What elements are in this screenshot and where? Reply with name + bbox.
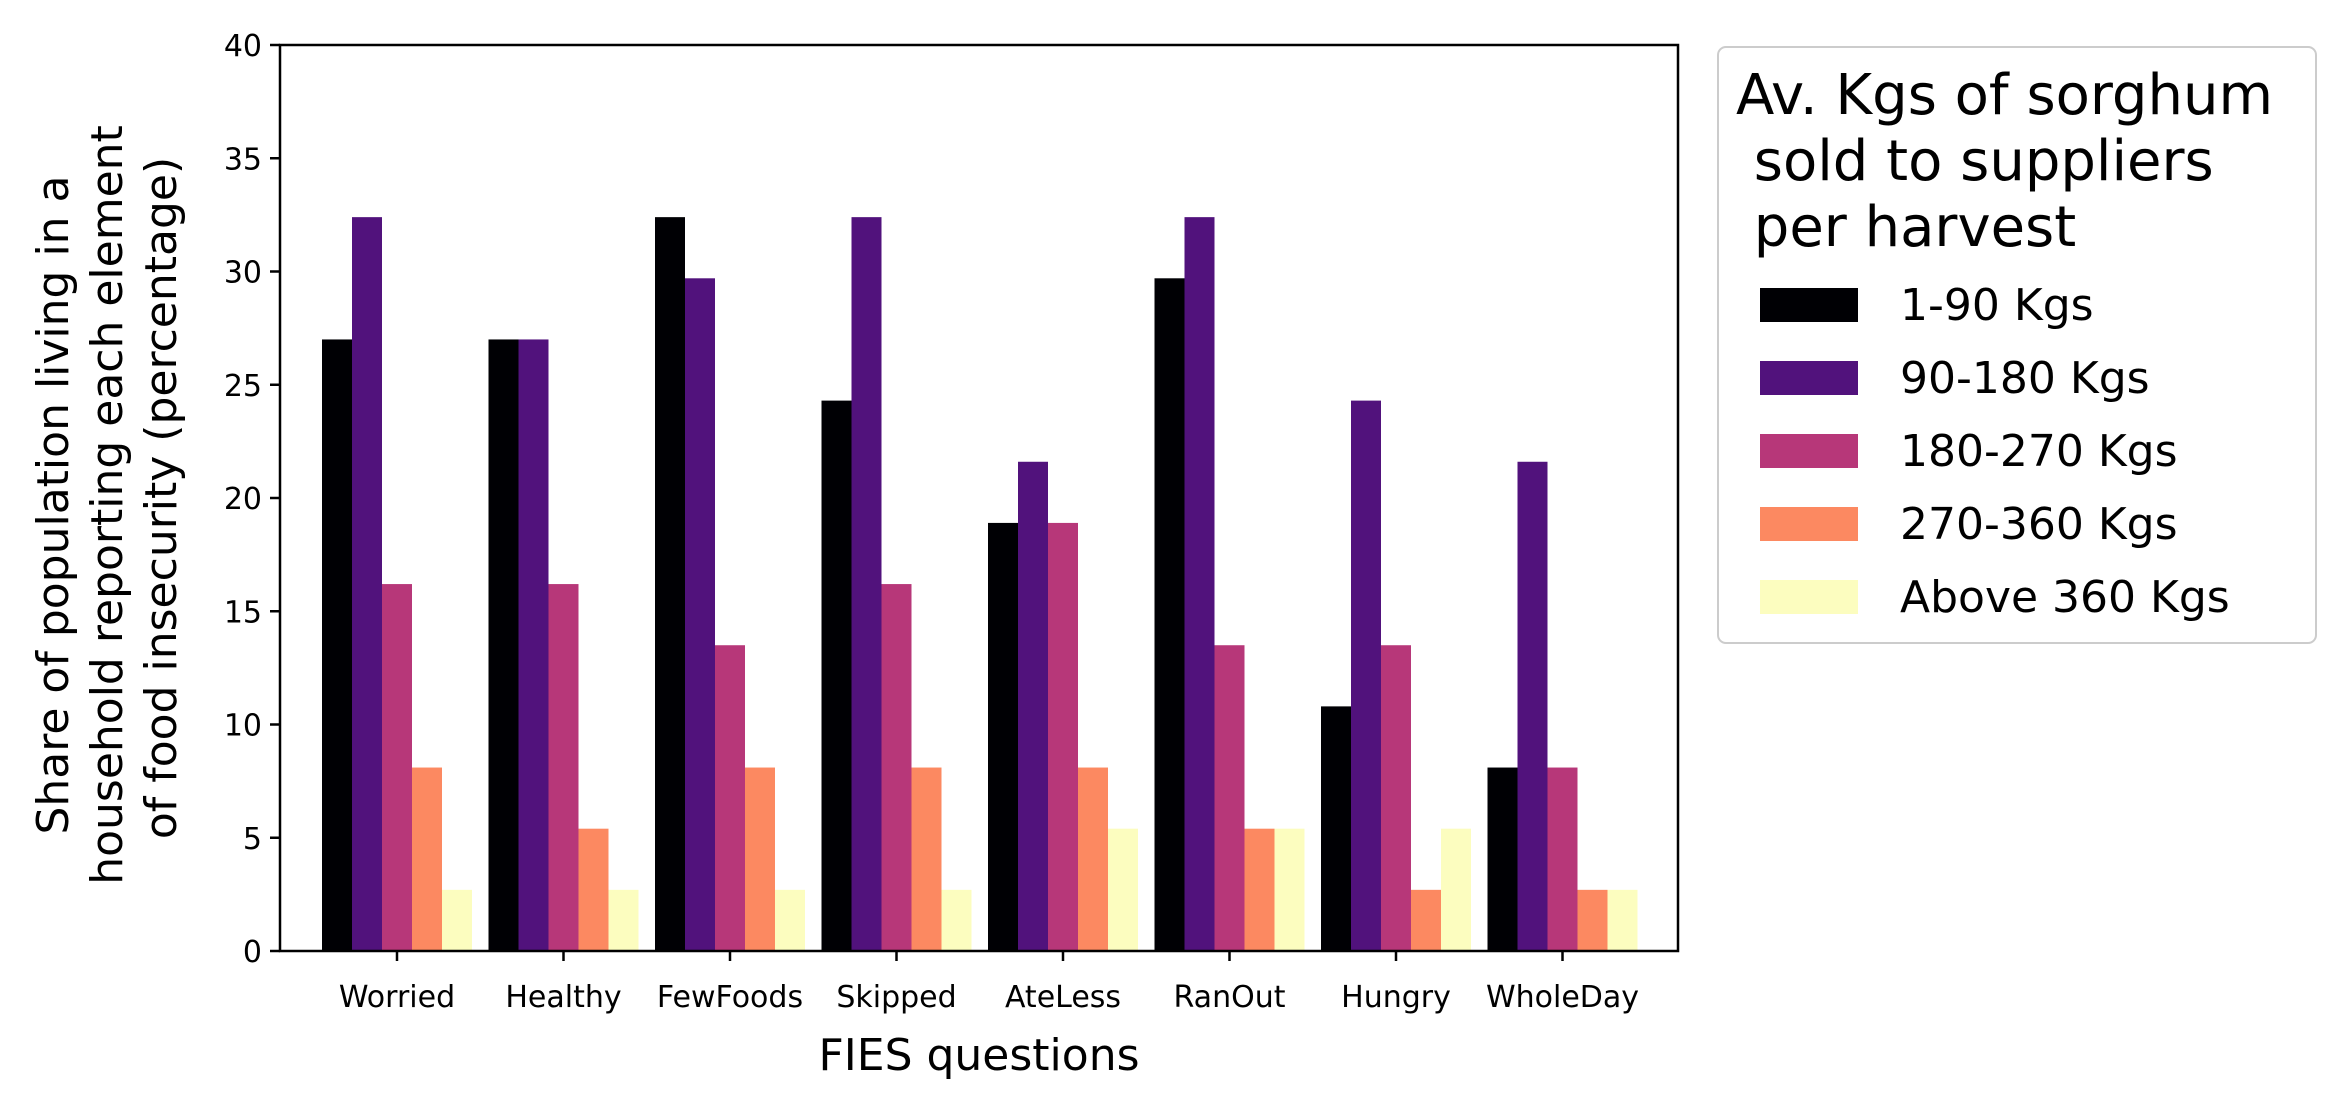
bar-ateless-series-1 — [988, 522, 1018, 951]
bar-fewfoods-series-1 — [655, 217, 685, 951]
bar-ranout-series-1 — [1154, 278, 1185, 951]
y-tick-label: 10 — [224, 709, 262, 744]
bar-skipped-series-5 — [941, 889, 972, 951]
legend-entries: 1-90 Kgs 90-180 Kgs 180-270 Kgs 270-360 Kgs… — [1760, 280, 2230, 623]
x-tick-label-worried: Worried — [339, 980, 455, 1015]
bar-skipped-series-1 — [821, 400, 852, 952]
y-axis-title: Share of population living in a househol… — [28, 111, 187, 885]
bar-hungry-series-1 — [1321, 706, 1351, 951]
x-axis: Worried Healthy FewFoods Skipped AteLess RanO… — [339, 951, 1639, 1015]
y-axis: 0 5 10 15 20 25 30 35 40 — [224, 29, 280, 970]
bar-wholeday-series-4 — [1577, 889, 1608, 951]
legend-title-line-1: Av. Kgs of sorghum — [1736, 63, 2273, 128]
bar-ateless-series-5 — [1108, 828, 1138, 951]
bar-worried-series-5 — [442, 889, 472, 951]
bar-worried-series-3 — [382, 584, 412, 951]
bar-worried-series-1 — [322, 339, 352, 951]
bar-ateless-series-4 — [1078, 767, 1108, 951]
legend-swatch-series-2 — [1760, 361, 1858, 395]
bar-fewfoods-series-3 — [715, 645, 745, 951]
legend-swatch-series-5 — [1760, 580, 1858, 614]
legend-swatch-series-1 — [1760, 288, 1858, 322]
legend-title-line-2: sold to suppliers — [1736, 129, 2214, 194]
bar-wholeday-series-3 — [1547, 767, 1578, 951]
bar-fewfoods-series-4 — [745, 767, 775, 951]
x-tick-label-skipped: Skipped — [836, 980, 956, 1015]
y-tick-label: 40 — [224, 29, 262, 64]
bar-healthy-series-2 — [518, 339, 549, 951]
y-tick-label: 30 — [224, 256, 262, 291]
y-tick-label: 20 — [224, 482, 262, 517]
bar-healthy-series-1 — [488, 339, 519, 951]
x-axis-title: FIES questions — [818, 1030, 1139, 1081]
y-tick-label: 35 — [224, 142, 262, 177]
legend-title-line-3: per harvest — [1736, 195, 2076, 260]
bar-healthy-series-5 — [608, 889, 639, 951]
bar-ateless-series-2 — [1018, 461, 1048, 951]
x-tick-label-hungry: Hungry — [1341, 980, 1451, 1015]
bar-skipped-series-2 — [851, 217, 882, 951]
bar-fewfoods-series-5 — [775, 889, 805, 951]
legend-title: Av. Kgs of sorghum sold to suppliers per… — [0, 0, 2344, 260]
bar-healthy-series-4 — [578, 828, 609, 951]
x-tick-label-fewfoods: FewFoods — [657, 980, 803, 1015]
legend-label-series-2: 90-180 Kgs — [1900, 353, 2150, 404]
x-tick-label-healthy: Healthy — [505, 980, 621, 1015]
bar-ranout-series-2 — [1184, 217, 1215, 951]
y-axis-title-line-1: Share of population living in a — [28, 175, 79, 834]
bar-wholeday-series-5 — [1607, 889, 1638, 951]
y-axis-title-line-3: of food insecurity (percentage) — [136, 157, 187, 839]
x-tick-label-ateless: AteLess — [1005, 980, 1121, 1015]
legend-label-series-1: 1-90 Kgs — [1900, 280, 2094, 331]
bar-worried-series-4 — [412, 767, 442, 951]
bar-ateless-series-3 — [1048, 522, 1078, 951]
bar-hungry-series-5 — [1441, 828, 1471, 951]
legend-frame — [1717, 46, 2317, 644]
bar-ranout-series-5 — [1274, 828, 1305, 951]
bar-worried-series-2 — [352, 217, 382, 951]
bars-layer — [322, 217, 1638, 952]
bar-hungry-series-2 — [1351, 400, 1381, 952]
bar-skipped-series-3 — [881, 584, 912, 951]
bar-wholeday-series-2 — [1517, 461, 1548, 951]
y-tick-label: 5 — [243, 822, 262, 857]
bar-fewfoods-series-2 — [685, 278, 715, 951]
legend-label-series-3: 180-270 Kgs — [1900, 426, 2178, 477]
bar-ranout-series-3 — [1214, 645, 1245, 951]
bar-healthy-series-3 — [548, 584, 579, 951]
legend-label-series-4: 270-360 Kgs — [1900, 499, 2178, 550]
bar-skipped-series-4 — [911, 767, 942, 951]
y-axis-title-line-2: household reporting each element — [82, 125, 133, 885]
bar-wholeday-series-1 — [1487, 767, 1518, 951]
bar-hungry-series-4 — [1411, 889, 1441, 951]
legend: Av. Kgs of sorghum sold to suppliers per… — [0, 0, 2344, 644]
legend-swatch-series-3 — [1760, 434, 1858, 468]
bar-hungry-series-3 — [1381, 645, 1411, 951]
x-tick-label-wholeday: WholeDay — [1486, 980, 1639, 1015]
y-tick-label: 15 — [224, 595, 262, 630]
y-tick-label: 0 — [243, 935, 262, 970]
legend-label-series-5: Above 360 Kgs — [1900, 572, 2230, 623]
x-tick-label-ranout: RanOut — [1174, 980, 1286, 1015]
y-tick-label: 25 — [224, 369, 262, 404]
bar-ranout-series-4 — [1244, 828, 1275, 951]
legend-swatch-series-4 — [1760, 507, 1858, 541]
